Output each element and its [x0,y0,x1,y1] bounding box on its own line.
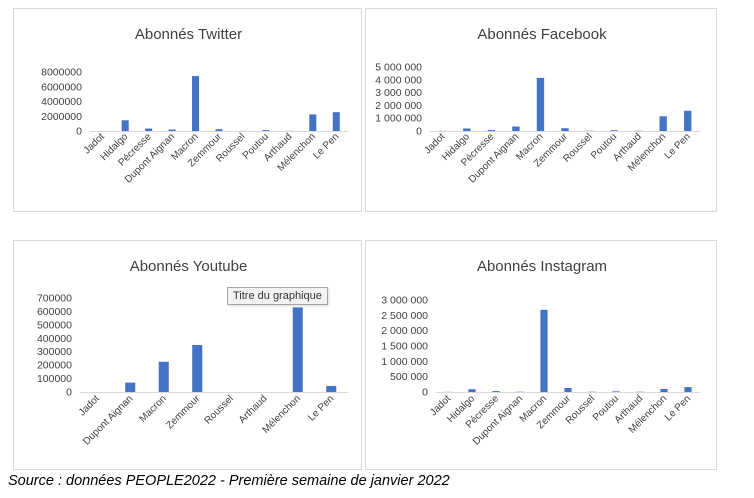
bar-abonnes-facebook-poutou[interactable] [610,130,618,131]
bar-abonnes-facebook-zemmour[interactable] [561,128,569,131]
y-tick-label: 500000 [37,319,72,331]
x-tick-label: Jadot [77,393,102,418]
chart-title: Abonnés Instagram [477,258,607,275]
bar-abonnes-youtube-dupont-aignan[interactable] [125,382,136,392]
y-tick-label: 4000000 [41,96,82,108]
x-tick-label: Macron [138,393,169,424]
bar-abonnes-instagram-le-pen[interactable] [684,387,692,392]
y-tick-label: 1 000 000 [381,356,428,368]
y-tick-label: 1 500 000 [381,341,428,353]
x-tick-label: Zemmour [164,393,203,432]
chart-svg-twitter: Abonnés Twitter 0 2000000 4000000 6000000 800… [41,26,348,186]
bar-abonnes-youtube-macron[interactable] [158,361,169,392]
chart-panel-facebook[interactable]: Abonnés Facebook 0 1 000 000 2 000 000 3 000… [365,8,717,212]
bar-abonnes-twitter-melenchon[interactable] [309,114,317,131]
x-tick-label: Le Pen [306,393,336,423]
x-tick-label: Le Pen [311,131,341,161]
chart-svg-instagram: Abonnés Instagram 0 500 000 1 000 000 1 500 … [381,258,700,448]
chart-panel-instagram[interactable]: Abonnés Instagram 0 500 000 1 000 000 1 500 … [365,240,717,470]
bar-abonnes-twitter-dupont-aignan[interactable] [168,129,176,131]
bar-abonnes-twitter-macron[interactable] [192,76,200,131]
y-tick-label: 3 000 000 [381,295,428,307]
bar-abonnes-facebook-hidalgo[interactable] [463,128,471,131]
y-tick-label: 400000 [37,333,72,345]
chart-title: Abonnés Facebook [477,26,607,43]
bar-abonnes-instagram-hidalgo[interactable] [468,389,476,392]
y-tick-label: 200000 [37,360,72,372]
y-tick-label: 3 000 000 [375,87,422,99]
y-tick-label: 0 [66,387,72,399]
y-tick-label: 2 000 000 [375,100,422,112]
y-tick-label: 500 000 [390,371,428,383]
chart-title-tooltip: Titre du graphique [227,287,328,305]
bar-abonnes-twitter-le-pen[interactable] [332,112,340,131]
x-tick-label: Le Pen [663,131,693,161]
bar-abonnes-facebook-pecresse[interactable] [487,129,496,131]
bar-abonnes-youtube-zemmour[interactable] [192,345,203,392]
y-tick-label: 100000 [37,373,72,385]
bar-abonnes-instagram-macron[interactable] [540,309,548,392]
y-tick-label: 0 [416,126,422,138]
chart-title: Abonnés Youtube [130,258,248,275]
bar-abonnes-facebook-dupont-aignan[interactable] [512,126,520,131]
y-tick-label: 1 000 000 [375,113,422,125]
y-tick-label: 0 [76,126,82,138]
y-tick-label: 5 000 000 [375,62,422,74]
y-tick-label: 2 000 000 [381,325,428,337]
bar-abonnes-twitter-zemmour[interactable] [215,129,223,131]
y-tick-label: 4 000 000 [375,74,422,86]
bar-abonnes-instagram-poutou[interactable] [612,391,620,392]
bar-abonnes-facebook-melenchon[interactable] [659,116,667,131]
y-tick-label: 2 500 000 [381,310,428,322]
y-tick-label: 300000 [37,346,72,358]
x-tick-label: Roussel [203,393,236,426]
bar-abonnes-instagram-melenchon[interactable] [660,388,668,392]
x-tick-label: Le Pen [663,393,693,423]
y-tick-label: 700000 [37,293,72,305]
y-tick-label: 2000000 [41,111,82,123]
bar-abonnes-instagram-pecresse[interactable] [492,391,500,392]
bar-abonnes-facebook-le-pen[interactable] [684,110,692,131]
bar-abonnes-twitter-pecresse[interactable] [145,128,153,131]
bar-abonnes-twitter-hidalgo[interactable] [121,120,129,131]
bar-abonnes-facebook-macron[interactable] [536,77,545,131]
bar-abonnes-youtube-le-pen[interactable] [326,385,337,392]
chart-title: Abonnés Twitter [135,26,242,43]
x-tick-label: Arthaud [237,393,270,426]
bar-abonnes-instagram-zemmour[interactable] [564,388,572,392]
y-tick-label: 6000000 [41,81,82,93]
chart-panel-twitter[interactable]: Abonnés Twitter 0 2000000 4000000 6000000 800… [13,8,362,212]
bar-abonnes-twitter-poutou[interactable] [262,130,270,131]
y-tick-label: 8000000 [41,67,82,79]
bar-abonnes-youtube-melenchon[interactable] [292,307,303,392]
y-tick-label: 0 [422,387,428,399]
source-note: Source : données PEOPLE2022 - Première s… [8,473,450,489]
chart-panel-youtube[interactable]: Abonnés Youtube 0 100000 200000 300000 400000… [13,240,362,470]
y-tick-label: 600000 [37,306,72,318]
